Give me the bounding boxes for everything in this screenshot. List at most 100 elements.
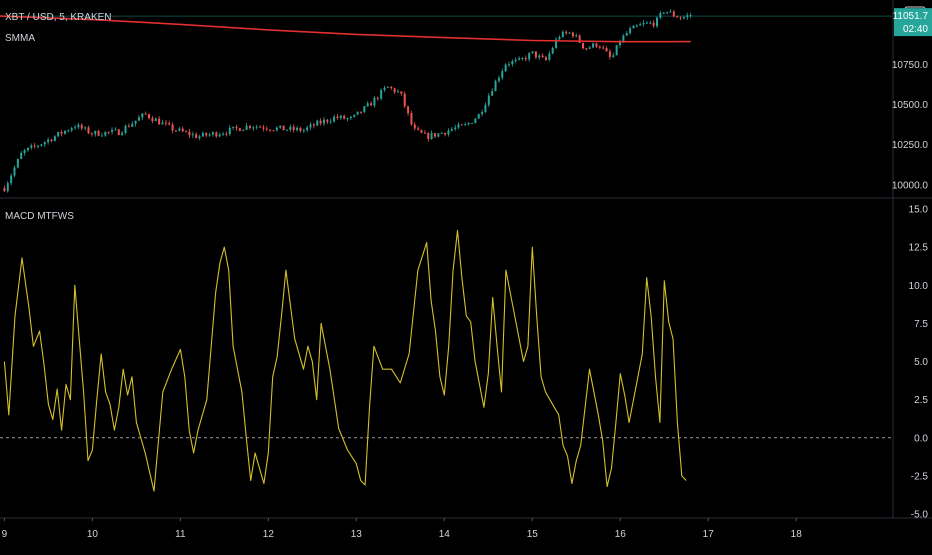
candle[interactable] [541,53,544,58]
candle-body[interactable] [551,47,554,54]
candle-body[interactable] [403,93,406,107]
candle-body[interactable] [672,11,675,17]
candle-body[interactable] [494,80,497,92]
candle[interactable] [672,9,675,18]
candle-body[interactable] [427,132,430,140]
candle-body[interactable] [497,77,500,81]
candle-body[interactable] [151,118,154,122]
candle-body[interactable] [154,118,157,122]
candle[interactable] [481,109,484,117]
candle-body[interactable] [595,43,598,47]
candle[interactable] [100,132,103,137]
candle[interactable] [94,130,97,137]
candle[interactable] [565,30,568,36]
candle-body[interactable] [679,17,682,19]
candle-body[interactable] [676,16,679,18]
candle[interactable] [124,124,127,135]
candle[interactable] [302,128,305,134]
candle[interactable] [171,122,174,134]
candle-body[interactable] [121,132,124,136]
candle-body[interactable] [346,118,349,120]
candle[interactable] [272,130,275,132]
candle-body[interactable] [10,175,13,184]
candle[interactable] [37,144,40,149]
candle[interactable] [440,132,443,134]
candle-body[interactable] [689,15,692,17]
candle-body[interactable] [477,113,480,119]
candle-body[interactable] [292,126,295,131]
candle[interactable] [195,132,198,139]
candle[interactable] [494,79,497,92]
candle[interactable] [666,11,669,15]
candle-body[interactable] [629,28,632,34]
candle-body[interactable] [6,183,9,192]
macd-pane[interactable] [0,229,893,492]
candle[interactable] [252,126,255,131]
candle[interactable] [689,12,692,19]
candle-body[interactable] [682,17,685,19]
candle-body[interactable] [420,129,423,133]
candle[interactable] [437,133,440,138]
candle[interactable] [309,121,312,131]
candle[interactable] [245,123,248,131]
candle[interactable] [346,117,349,122]
candle-body[interactable] [528,53,531,60]
candle-body[interactable] [242,129,245,132]
candle[interactable] [322,116,325,126]
candle[interactable] [74,124,77,130]
candle-body[interactable] [541,55,544,58]
candle-body[interactable] [467,123,470,125]
candle-body[interactable] [501,71,504,78]
candle-body[interactable] [386,86,389,88]
candle-body[interactable] [43,142,46,145]
candle-body[interactable] [117,129,120,136]
candle[interactable] [50,138,53,143]
candle-body[interactable] [124,125,127,133]
candle[interactable] [484,102,487,113]
candle[interactable] [359,111,362,115]
candle-body[interactable] [198,136,201,139]
candle-body[interactable] [63,130,66,134]
candle[interactable] [524,55,527,62]
candle[interactable] [23,148,26,156]
candle-body[interactable] [171,124,174,131]
candle[interactable] [504,63,507,72]
candle-body[interactable] [565,31,568,34]
candle[interactable] [316,119,319,126]
candle-body[interactable] [430,133,433,140]
candle[interactable] [376,96,379,101]
candle-body[interactable] [652,22,655,27]
candle[interactable] [410,110,413,126]
candle[interactable] [161,119,164,125]
candle-body[interactable] [47,139,50,143]
candle[interactable] [558,35,561,41]
candle-body[interactable] [322,119,325,124]
candle-body[interactable] [450,129,453,131]
candle-body[interactable] [649,22,652,24]
candle[interactable] [652,20,655,28]
candle-body[interactable] [319,120,322,124]
candle-body[interactable] [343,115,346,119]
candle[interactable] [433,133,436,138]
candle[interactable] [121,131,124,136]
candle[interactable] [592,42,595,49]
candle[interactable] [568,32,571,34]
candle-body[interactable] [262,127,265,129]
candle[interactable] [131,121,134,128]
candle[interactable] [336,114,339,120]
candle[interactable] [454,124,457,132]
candle-body[interactable] [80,124,83,129]
candle-body[interactable] [561,31,564,38]
candle[interactable] [460,123,463,126]
candle[interactable] [612,52,615,58]
candle[interactable] [211,131,214,137]
candle-body[interactable] [366,103,369,107]
candle-body[interactable] [23,150,26,153]
candle[interactable] [228,125,231,137]
candle[interactable] [383,85,386,93]
candle-body[interactable] [390,86,393,89]
candle-body[interactable] [645,22,648,24]
candle[interactable] [608,49,611,60]
